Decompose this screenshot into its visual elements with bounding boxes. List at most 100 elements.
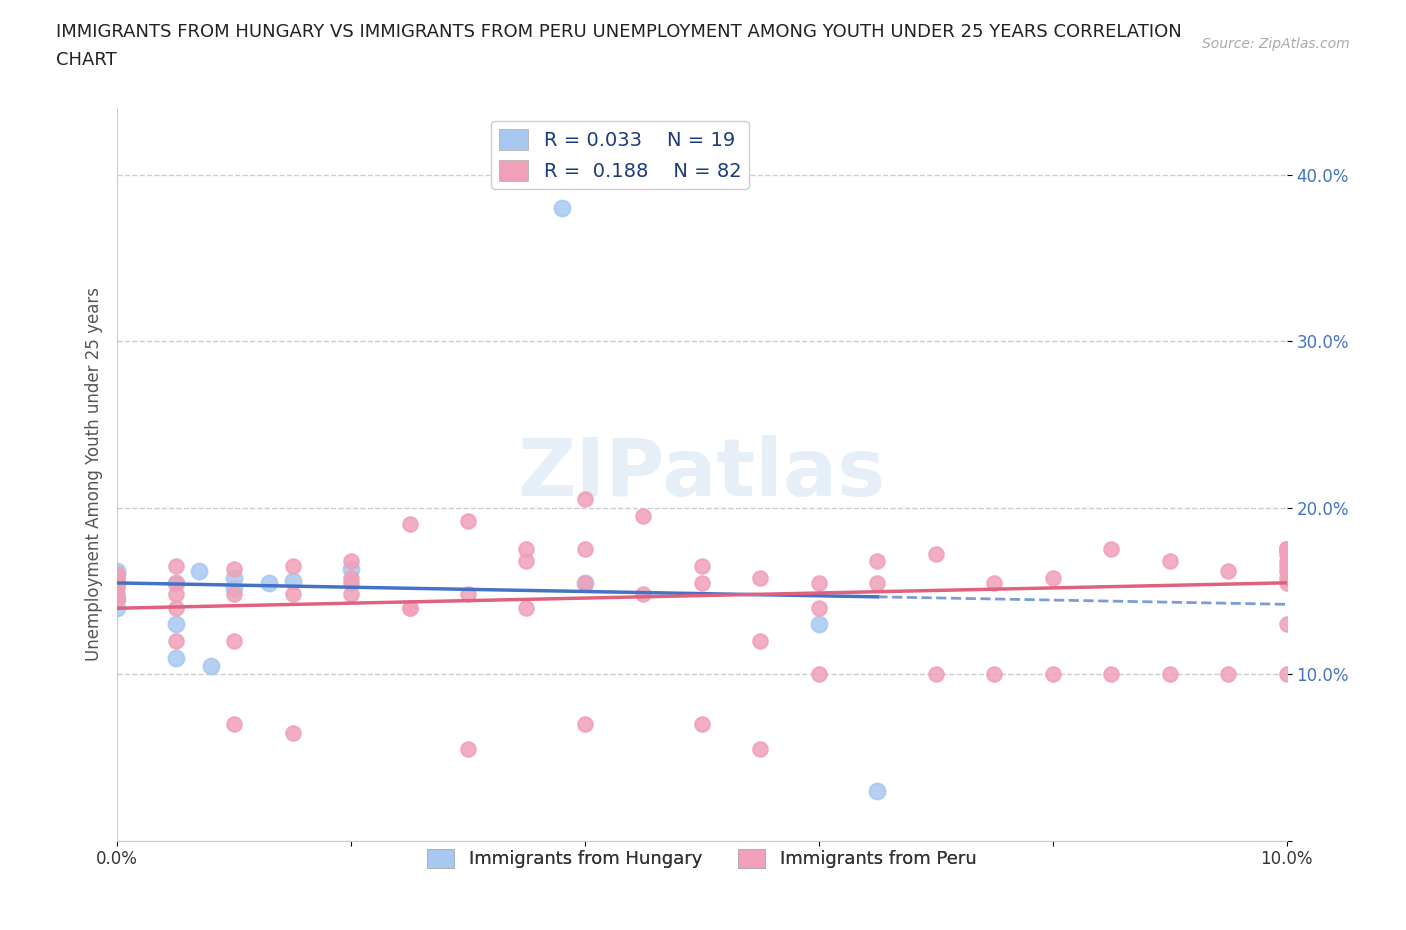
Point [515, 542, 537, 557]
Point [1275, 553, 1298, 568]
Point [1275, 564, 1298, 578]
Point [105, 572, 128, 587]
Point [1275, 542, 1298, 557]
Point [1275, 542, 1298, 557]
Point [574, 575, 596, 590]
Point [340, 587, 363, 602]
Point [866, 783, 889, 798]
Point [1275, 542, 1298, 557]
Point [1042, 667, 1064, 682]
Text: ZIPatlas: ZIPatlas [517, 435, 886, 513]
Point [1042, 570, 1064, 585]
Point [1216, 667, 1239, 682]
Point [1275, 542, 1298, 557]
Point [281, 587, 304, 602]
Point [1099, 542, 1122, 557]
Point [1275, 542, 1298, 557]
Point [224, 570, 246, 585]
Point [574, 575, 596, 590]
Point [224, 587, 246, 602]
Point [105, 591, 128, 606]
Point [105, 567, 128, 582]
Point [165, 617, 187, 631]
Point [925, 547, 948, 562]
Point [1275, 575, 1298, 590]
Point [1275, 542, 1298, 557]
Point [165, 600, 187, 615]
Point [925, 667, 948, 682]
Point [807, 617, 830, 631]
Point [224, 580, 246, 595]
Point [1275, 542, 1298, 557]
Point [1099, 667, 1122, 682]
Point [340, 570, 363, 585]
Point [398, 600, 420, 615]
Point [188, 564, 211, 578]
Point [224, 562, 246, 577]
Point [1159, 553, 1181, 568]
Point [457, 587, 479, 602]
Point [398, 517, 420, 532]
Text: IMMIGRANTS FROM HUNGARY VS IMMIGRANTS FROM PERU UNEMPLOYMENT AMONG YOUTH UNDER 2: IMMIGRANTS FROM HUNGARY VS IMMIGRANTS FR… [56, 23, 1182, 41]
Point [224, 717, 246, 732]
Point [633, 587, 655, 602]
Point [1275, 542, 1298, 557]
Point [749, 742, 772, 757]
Point [165, 633, 187, 648]
Point [633, 509, 655, 524]
Point [340, 575, 363, 590]
Point [1275, 667, 1298, 682]
Point [340, 562, 363, 577]
Point [1275, 542, 1298, 557]
Point [105, 580, 128, 595]
Point [1159, 667, 1181, 682]
Point [105, 587, 128, 602]
Point [165, 559, 187, 574]
Point [105, 600, 128, 615]
Point [457, 742, 479, 757]
Point [105, 591, 128, 606]
Point [1275, 542, 1298, 557]
Point [1275, 617, 1298, 631]
Point [105, 564, 128, 578]
Legend: Immigrants from Hungary, Immigrants from Peru: Immigrants from Hungary, Immigrants from… [420, 842, 984, 876]
Point [281, 725, 304, 740]
Point [105, 575, 128, 590]
Point [807, 667, 830, 682]
Point [1275, 547, 1298, 562]
Point [165, 575, 187, 590]
Point [1275, 542, 1298, 557]
Point [574, 542, 596, 557]
Point [515, 600, 537, 615]
Point [165, 587, 187, 602]
Point [807, 600, 830, 615]
Point [257, 575, 280, 590]
Y-axis label: Unemployment Among Youth under 25 years: Unemployment Among Youth under 25 years [86, 287, 103, 661]
Point [165, 650, 187, 665]
Point [281, 559, 304, 574]
Point [1216, 564, 1239, 578]
Point [398, 600, 420, 615]
Point [1275, 542, 1298, 557]
Point [281, 574, 304, 589]
Point [165, 575, 187, 590]
Point [690, 559, 713, 574]
Point [983, 575, 1005, 590]
Point [1275, 542, 1298, 557]
Point [749, 570, 772, 585]
Point [574, 717, 596, 732]
Point [749, 633, 772, 648]
Point [807, 575, 830, 590]
Point [690, 717, 713, 732]
Point [983, 667, 1005, 682]
Point [690, 575, 713, 590]
Text: Source: ZipAtlas.com: Source: ZipAtlas.com [1202, 37, 1350, 51]
Point [550, 201, 572, 216]
Point [1275, 570, 1298, 585]
Point [340, 553, 363, 568]
Point [1275, 542, 1298, 557]
Point [224, 633, 246, 648]
Point [200, 658, 222, 673]
Point [105, 575, 128, 590]
Point [515, 553, 537, 568]
